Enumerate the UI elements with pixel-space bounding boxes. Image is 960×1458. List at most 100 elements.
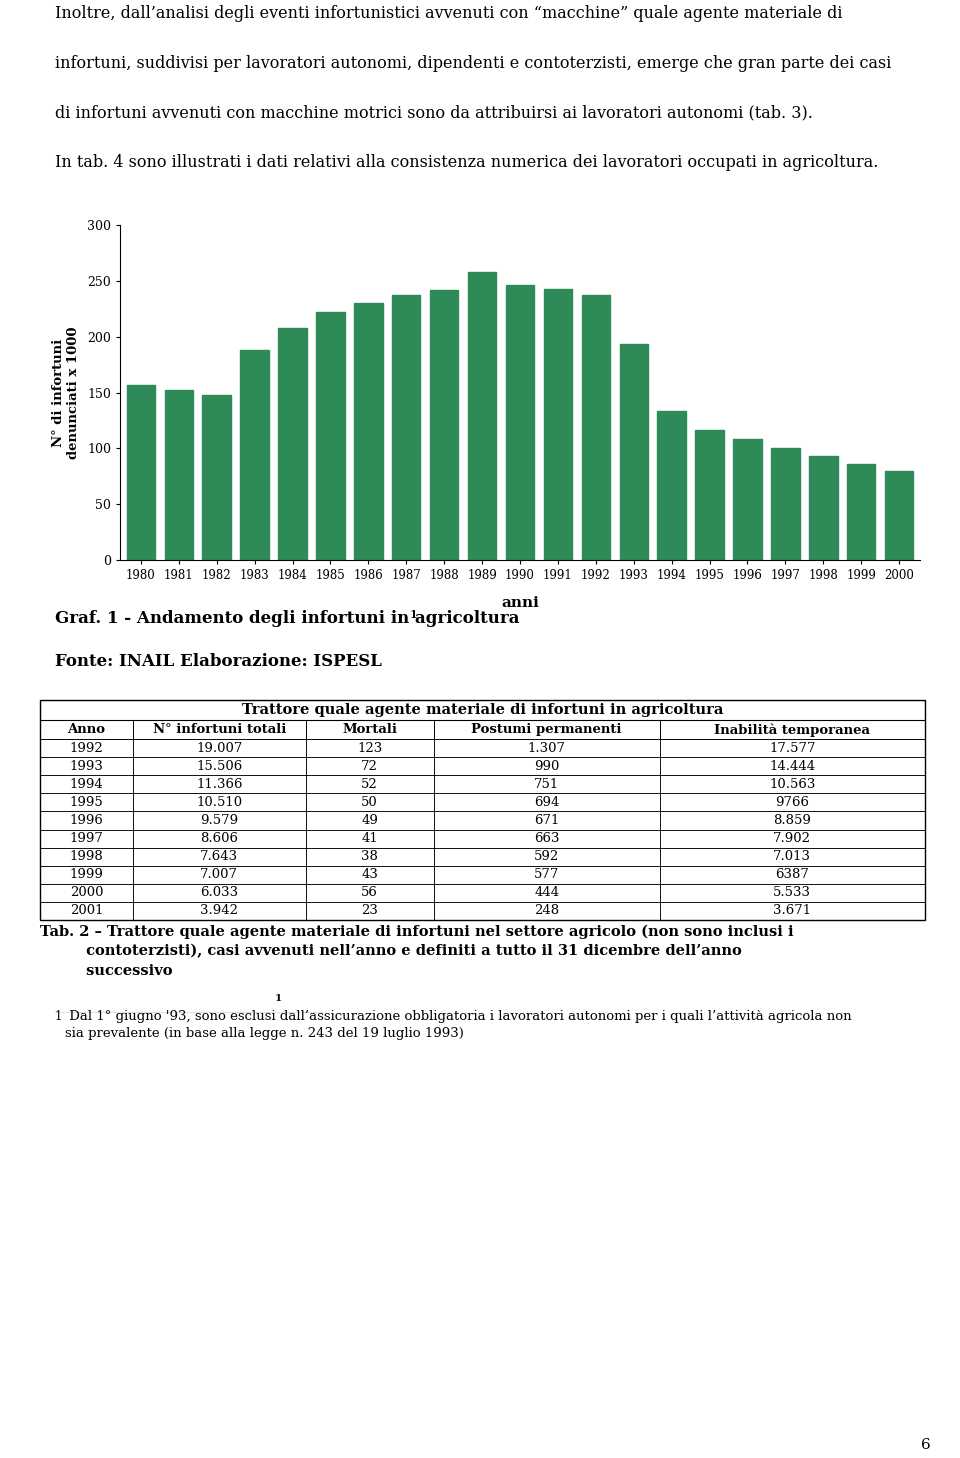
Text: 1997: 1997	[69, 833, 104, 846]
Bar	[132, 847, 305, 866]
Bar	[132, 757, 305, 776]
Text: 10.563: 10.563	[769, 779, 815, 790]
Bar	[132, 884, 305, 903]
Text: Fonte: INAIL Elaborazione: ISPESL: Fonte: INAIL Elaborazione: ISPESL	[55, 653, 382, 671]
Bar	[305, 884, 434, 903]
Bar	[733, 439, 761, 560]
Text: 577: 577	[534, 869, 560, 881]
Text: In tab. 4 sono illustrati i dati relativi alla consistenza numerica dei lavorato: In tab. 4 sono illustrati i dati relativ…	[55, 155, 878, 171]
Text: 49: 49	[361, 814, 378, 827]
Bar	[434, 720, 660, 739]
Bar	[660, 776, 925, 793]
Bar	[40, 847, 132, 866]
Text: 751: 751	[534, 779, 560, 790]
X-axis label: anni: anni	[501, 596, 539, 609]
Text: 72: 72	[361, 760, 378, 773]
Text: Dal 1° giugno '93, sono esclusi dall’assicurazione obbligatoria i lavoratori aut: Dal 1° giugno '93, sono esclusi dall’ass…	[64, 1010, 852, 1040]
Text: 1.307: 1.307	[528, 742, 565, 755]
Text: Postumi permanenti: Postumi permanenti	[471, 723, 622, 736]
Text: Trattore quale agente materiale di infortuni in agricoltura: Trattore quale agente materiale di infor…	[242, 703, 723, 717]
Text: 990: 990	[534, 760, 560, 773]
Bar	[316, 312, 345, 560]
Bar	[127, 385, 156, 560]
Text: 123: 123	[357, 742, 382, 755]
Text: 10.510: 10.510	[196, 796, 242, 809]
Bar	[40, 903, 132, 920]
Bar	[434, 812, 660, 830]
Bar	[132, 776, 305, 793]
Bar	[434, 830, 660, 847]
Bar	[305, 847, 434, 866]
Bar	[132, 866, 305, 884]
Text: 14.444: 14.444	[769, 760, 815, 773]
Bar	[164, 391, 193, 560]
Text: 8.606: 8.606	[201, 833, 238, 846]
Bar	[660, 847, 925, 866]
Text: Inoltre, dall’analisi degli eventi infortunistici avvenuti con “macchine” quale : Inoltre, dall’analisi degli eventi infor…	[55, 4, 843, 22]
Text: 9766: 9766	[776, 796, 809, 809]
Bar	[434, 884, 660, 903]
Text: 248: 248	[534, 904, 560, 917]
Bar	[885, 471, 913, 560]
Text: 3.671: 3.671	[773, 904, 811, 917]
Bar	[305, 793, 434, 812]
Text: 9.579: 9.579	[200, 814, 238, 827]
Text: 1995: 1995	[69, 796, 104, 809]
Text: 5.533: 5.533	[773, 886, 811, 900]
Text: 38: 38	[361, 850, 378, 863]
Bar	[305, 812, 434, 830]
Text: 1: 1	[275, 994, 282, 1003]
Text: 6387: 6387	[776, 869, 809, 881]
Bar	[40, 866, 132, 884]
Bar	[203, 395, 231, 560]
Text: Inabilità temporanea: Inabilità temporanea	[714, 723, 871, 736]
Text: 694: 694	[534, 796, 560, 809]
Bar	[240, 350, 269, 560]
Bar	[430, 290, 458, 560]
Text: 1994: 1994	[69, 779, 104, 790]
Bar	[660, 830, 925, 847]
Bar	[354, 303, 382, 560]
Text: 52: 52	[361, 779, 378, 790]
Y-axis label: N° di infortuni
denunciati x 1000: N° di infortuni denunciati x 1000	[52, 327, 80, 459]
Bar	[40, 739, 132, 757]
Text: Mortali: Mortali	[342, 723, 397, 736]
Text: 15.506: 15.506	[196, 760, 242, 773]
Bar	[660, 884, 925, 903]
Bar	[660, 720, 925, 739]
Text: 663: 663	[534, 833, 560, 846]
Bar	[619, 344, 648, 560]
Bar	[660, 903, 925, 920]
Text: 2000: 2000	[70, 886, 104, 900]
Text: 1998: 1998	[69, 850, 104, 863]
Text: 1992: 1992	[69, 742, 104, 755]
Text: di infortuni avvenuti con macchine motrici sono da attribuirsi ai lavoratori aut: di infortuni avvenuti con macchine motri…	[55, 105, 813, 121]
Text: 3.942: 3.942	[201, 904, 238, 917]
Bar	[305, 720, 434, 739]
Bar	[582, 296, 610, 560]
Text: 50: 50	[361, 796, 378, 809]
Text: 8.859: 8.859	[774, 814, 811, 827]
Bar	[434, 866, 660, 884]
Bar	[305, 830, 434, 847]
Text: 43: 43	[361, 869, 378, 881]
Bar	[40, 757, 132, 776]
Text: 6: 6	[922, 1438, 931, 1452]
Bar	[434, 776, 660, 793]
Bar	[434, 793, 660, 812]
Bar	[434, 739, 660, 757]
Bar	[468, 271, 496, 560]
Text: 6.033: 6.033	[200, 886, 238, 900]
Bar	[40, 884, 132, 903]
Bar	[771, 448, 800, 560]
Bar	[660, 866, 925, 884]
Bar	[40, 700, 925, 720]
Bar	[305, 903, 434, 920]
Text: 41: 41	[361, 833, 378, 846]
Bar	[132, 903, 305, 920]
Text: N° infortuni totali: N° infortuni totali	[153, 723, 286, 736]
Text: 444: 444	[534, 886, 560, 900]
Bar	[434, 757, 660, 776]
Bar	[660, 739, 925, 757]
Bar	[40, 793, 132, 812]
